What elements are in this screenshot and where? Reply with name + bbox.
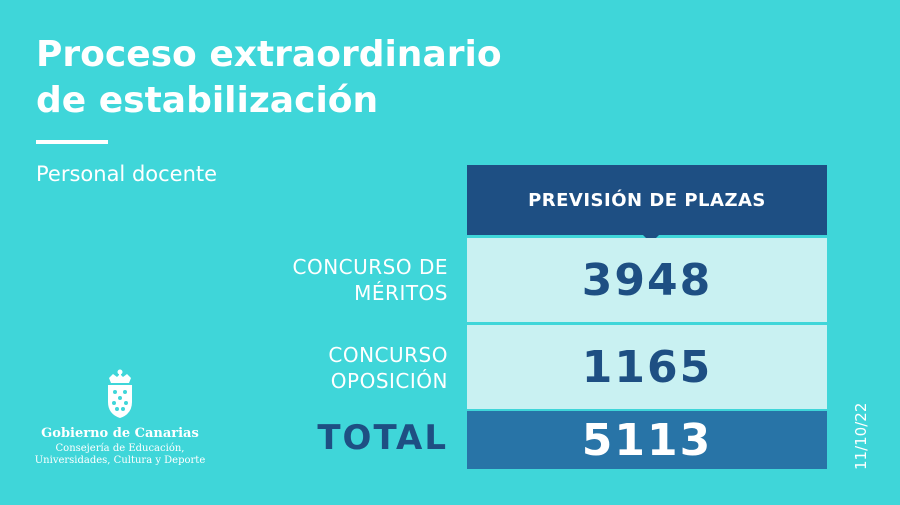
government-logo: Gobierno de Canarias Consejería de Educa… <box>30 368 210 467</box>
logo-department: Consejería de Educación, Universidades, … <box>30 443 210 467</box>
title-line-1: Proceso extraordinario <box>36 34 502 75</box>
title-divider <box>36 140 108 144</box>
total-value-cell: 5113 <box>467 411 827 469</box>
table-header-label: PREVISIÓN DE PLAZAS <box>528 189 766 211</box>
logo-department-line: Consejería de Educación, <box>55 443 185 454</box>
subtitle: Personal docente <box>36 162 218 186</box>
logo-name: Gobierno de Canarias <box>41 426 199 441</box>
row-label-line: OPOSICIÓN <box>330 369 448 393</box>
value-cell-oposicion: 1165 <box>467 325 827 409</box>
row-label-meritos: CONCURSO DE MÉRITOS <box>293 254 449 306</box>
row-label-line: MÉRITOS <box>354 281 448 305</box>
total-label: TOTAL <box>317 418 448 458</box>
logo-department-line: Universidades, Cultura y Deporte <box>34 455 206 466</box>
row-label-oposicion: CONCURSO OPOSICIÓN <box>328 342 448 394</box>
date-stamp: 11/10/22 <box>852 402 870 470</box>
coat-of-arms-icon <box>108 369 132 418</box>
page-title: Proceso extraordinario de estabilización <box>36 32 502 124</box>
value-cell-meritos: 3948 <box>467 238 827 322</box>
title-line-2: de estabilización <box>36 80 379 121</box>
table-header: PREVISIÓN DE PLAZAS <box>467 165 827 243</box>
row-label-line: CONCURSO DE <box>292 255 448 279</box>
row-label-line: CONCURSO <box>328 343 448 367</box>
